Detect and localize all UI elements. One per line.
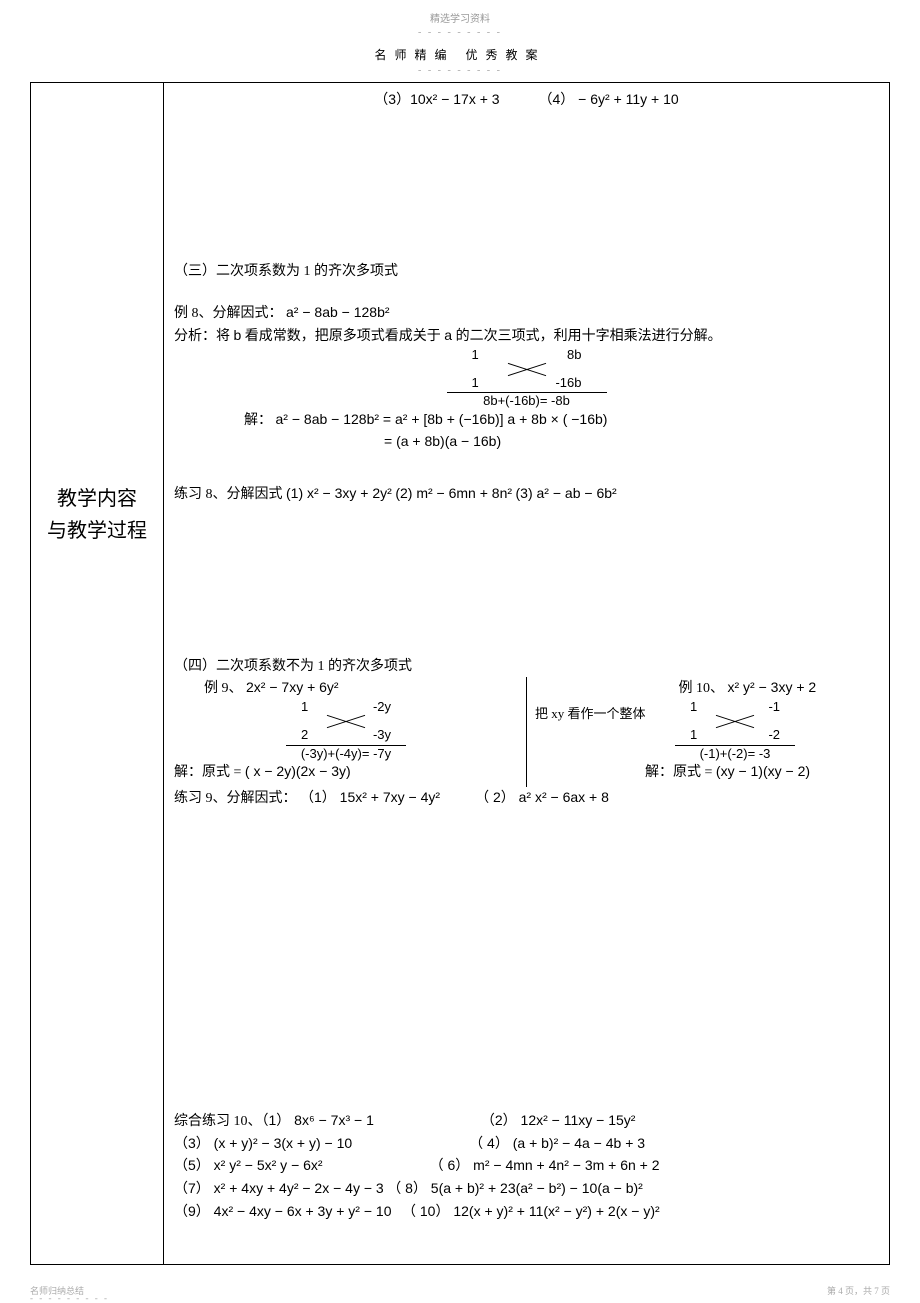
dash-line-2: - - - - - - - - - xyxy=(30,65,890,76)
ex9-cross: 1-2y 2-3y (-3y)+(-4y)= -7y xyxy=(286,700,406,761)
e9-sum: (-3y)+(-4y)= -7y xyxy=(286,745,406,761)
c1: （1） 8x⁶ − 7x³ − 1 xyxy=(262,1112,374,1128)
c-tl: 1 xyxy=(472,348,479,362)
p9-1: （1） 15x² + 7xy − 4y² xyxy=(300,789,440,805)
c8: （ 8） 5(a + b)² + 23(a² − b²) − 10(a − b)… xyxy=(387,1180,643,1196)
prob-3: （3）10x² − 17x + 3 xyxy=(374,91,499,107)
e10-sum: (-1)+(-2)= -3 xyxy=(675,745,795,761)
c5: （5） x² y² − 5x² y − 6x² xyxy=(174,1157,323,1173)
page-sub-header: 名师精编 优秀教案 xyxy=(30,46,890,63)
e9-sl: 解：原式 = xyxy=(174,765,241,780)
content-column: （3）10x² − 17x + 3 （4） − 6y² + 11y + 10 （… xyxy=(164,83,890,1265)
c6: （ 6） m² − 4mn + 4n² − 3m + 6n + 2 xyxy=(430,1157,660,1173)
e10-tr: -1 xyxy=(768,700,780,714)
comp-row3: （5） x² y² − 5x² y − 6x² （ 6） m² − 4mn + … xyxy=(174,1155,879,1178)
c9: （9） 4x² − 4xy − 6x + 3y + y² − 10 xyxy=(174,1203,392,1219)
solve-l1: a² − 8ab − 128b² = a² + [8b + (−16b)] a … xyxy=(276,411,608,427)
ex8-expr: a² − 8ab − 128b² xyxy=(286,304,390,320)
prob-4: （4） − 6y² + 11y + 10 xyxy=(538,91,678,107)
e10-br: -2 xyxy=(768,728,780,742)
e9-sv: ( x − 2y)(2x − 3y) xyxy=(245,763,351,779)
e9-tl: 1 xyxy=(301,700,308,714)
c-sum: 8b+(-16b)= -8b xyxy=(447,392,607,408)
ex8-analysis: 分析：将 b 看成常数，把原多项式看成关于 a 的二次三项式，利用十字相乘法进行… xyxy=(174,325,879,348)
ex9-label: 例 9、 xyxy=(204,681,243,696)
ex8-cross-wrap: 1 8b 1 -16b 8b+(-16b)= -8b xyxy=(174,348,879,409)
example8: 例 8、分解因式： a² − 8ab − 128b² xyxy=(174,302,879,325)
p8-2: (2) m² − 6mn + 8n² xyxy=(395,485,512,501)
ana-a: a xyxy=(444,327,452,343)
page-top-header: 精选学习资料 xyxy=(30,10,890,25)
section4-title: （四）二次项系数不为 1 的齐次多项式 xyxy=(174,656,879,678)
c7: （7） x² + 4xy + 4y² − 2x − 4y − 3 xyxy=(174,1180,384,1196)
ex8-cross: 1 8b 1 -16b 8b+(-16b)= -8b xyxy=(447,348,607,409)
e10-tl: 1 xyxy=(690,700,697,714)
comp-label: 综合练习 10、 xyxy=(174,1114,262,1129)
footer-right: 第 4 页，共 7 页 xyxy=(827,1284,890,1297)
ana-suf: 的二次三项式，利用十字相乘法进行分解。 xyxy=(452,329,722,344)
comp-row4: （7） x² + 4xy + 4y² − 2x − 4y − 3 （ 8） 5(… xyxy=(174,1178,879,1201)
e9-bl: 2 xyxy=(301,728,308,742)
c-bl: 1 xyxy=(472,376,479,390)
p8-3: (3) a² − ab − 6b² xyxy=(516,485,617,501)
e9-br: -3y xyxy=(373,728,391,742)
ex10-cross: 1 -1 1 -2 (-1)+(-2)= -3 xyxy=(675,700,795,761)
mid-text: 把 xy 看作一个整体 xyxy=(535,700,675,724)
p9-2: （ 2） a² x² − 6ax + 8 xyxy=(475,789,609,805)
e10-sv: (xy − 1)(xy − 2) xyxy=(716,763,810,779)
practice9: 练习 9、分解因式： （1） 15x² + 7xy − 4y² （ 2） a² … xyxy=(174,787,879,810)
comp-row2: （3） (x + y)² − 3(x + y) − 10 （ 4） (a + b… xyxy=(174,1133,879,1156)
c-br: -16b xyxy=(555,376,581,390)
e10-sl: 解：原式 = xyxy=(645,765,712,780)
solve-label: 解： xyxy=(244,413,272,428)
left-line1: 教学内容 xyxy=(32,483,162,515)
footer-dash: - - - - - - - - - xyxy=(30,1293,109,1303)
practice8: 练习 8、分解因式 (1) x² − 3xy + 2y² (2) m² − 6m… xyxy=(174,483,879,506)
e10-bl: 1 xyxy=(690,728,697,742)
top-continuation: （3）10x² − 17x + 3 （4） − 6y² + 11y + 10 xyxy=(174,89,879,111)
subheader-left: 名师精编 xyxy=(374,48,454,62)
ex10-solve: 解：原式 = (xy − 1)(xy − 2) xyxy=(535,761,879,784)
c2: （2） 12x² − 11xy − 15y² xyxy=(481,1112,636,1128)
subheader-right: 优秀教案 xyxy=(466,48,546,62)
c10: （ 10） 12(x + y)² + 11(x² − y²) + 2(x − y… xyxy=(402,1203,660,1219)
c3: （3） (x + y)² − 3(x + y) − 10 xyxy=(174,1135,352,1151)
dash-line: - - - - - - - - - xyxy=(30,27,890,38)
ex9-expr: 2x² − 7xy + 6y² xyxy=(246,679,339,695)
ex8-solve: 解： a² − 8ab − 128b² = a² + [8b + (−16b)]… xyxy=(174,409,879,432)
c4: （ 4） (a + b)² − 4a − 4b + 3 xyxy=(469,1135,645,1151)
p9-label: 练习 9、分解因式： xyxy=(174,791,297,806)
section3-title: （三）二次项系数为 1 的齐次多项式 xyxy=(174,261,879,283)
left-line2: 与教学过程 xyxy=(32,515,162,547)
lesson-table: 教学内容 与教学过程 （3）10x² − 17x + 3 （4） − 6y² +… xyxy=(30,82,890,1265)
vertical-separator xyxy=(526,677,527,787)
ex9-solve: 解：原式 = ( x − 2y)(2x − 3y) xyxy=(174,761,518,784)
ana-mid: 看成常数，把原多项式看成关于 xyxy=(241,329,444,344)
p8-label: 练习 8、分解因式 xyxy=(174,487,283,502)
ex9-col: 例 9、 2x² − 7xy + 6y² 1-2y 2-3y (-3y)+(-4… xyxy=(174,677,518,783)
ex10-label: 例 10、 xyxy=(679,681,725,696)
p8-1: (1) x² − 3xy + 2y² xyxy=(286,485,392,501)
comp-row1: 综合练习 10、（1） 8x⁶ − 7x³ − 1 （2） 12x² − 11x… xyxy=(174,1110,879,1133)
ex8-label: 例 8、分解因式： xyxy=(174,306,283,321)
c-tr: 8b xyxy=(567,348,581,362)
comp-row5: （9） 4x² − 4xy − 6x + 3y + y² − 10 （ 10） … xyxy=(174,1201,879,1224)
ex10-expr: x² y² − 3xy + 2 xyxy=(728,679,817,695)
ex9-ex10-row: 例 9、 2x² − 7xy + 6y² 1-2y 2-3y (-3y)+(-4… xyxy=(174,677,879,787)
solve-l2: = (a + 8b)(a − 16b) xyxy=(174,431,879,453)
ex10-col: 例 10、 x² y² − 3xy + 2 把 xy 看作一个整体 1 -1 1 -… xyxy=(535,677,879,783)
page-footer: 名师归纳总结 第 4 页，共 7 页 - - - - - - - - - xyxy=(30,1284,890,1297)
left-column-label: 教学内容 与教学过程 xyxy=(31,83,164,1265)
ana-pre: 分析：将 xyxy=(174,329,234,344)
